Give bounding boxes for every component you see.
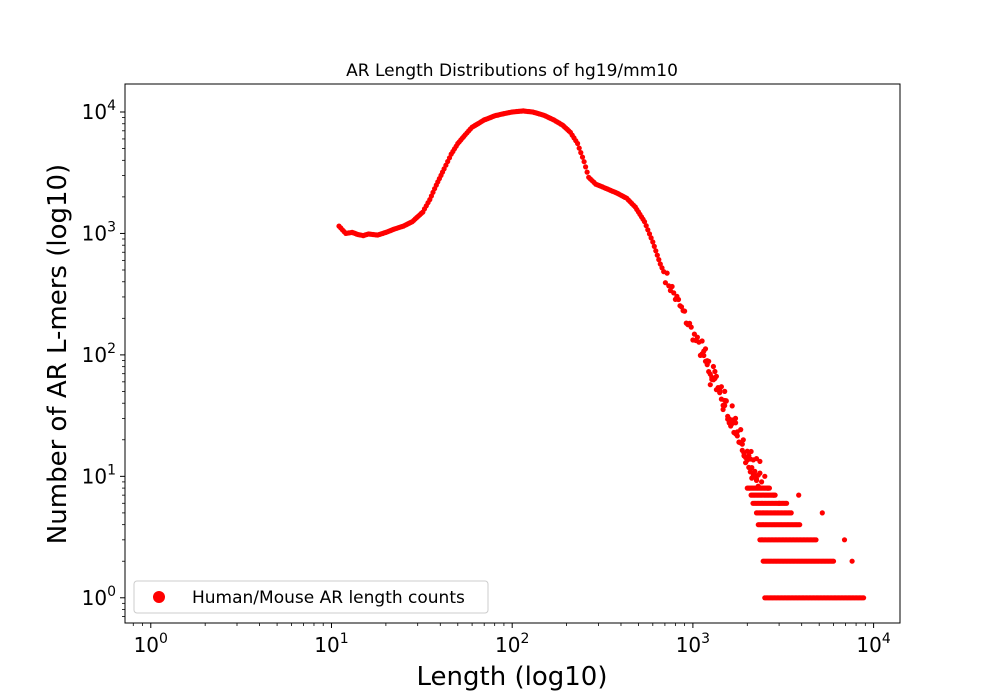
data-point xyxy=(797,522,803,528)
legend-label: Human/Mouse AR length counts xyxy=(192,588,465,608)
legend-box xyxy=(133,580,489,614)
x-tick-label: 103 xyxy=(676,631,710,657)
legend: Human/Mouse AR length counts xyxy=(133,580,489,614)
data-point xyxy=(688,324,694,330)
data-point xyxy=(796,492,802,498)
data-point xyxy=(584,169,590,175)
x-tick-label: 101 xyxy=(314,631,348,657)
data-point xyxy=(664,270,670,276)
data-point xyxy=(841,537,848,543)
data-point xyxy=(762,473,768,479)
data-point xyxy=(701,352,707,359)
data-point xyxy=(662,280,669,286)
data-point xyxy=(739,441,745,447)
data-point xyxy=(653,248,659,254)
data-point xyxy=(738,427,744,433)
data-point xyxy=(654,252,660,258)
data-point xyxy=(734,433,740,439)
x-axis-title: Length (log10) xyxy=(417,662,608,692)
data-point xyxy=(722,388,728,394)
y-tick-label: 102 xyxy=(82,341,116,367)
data-point xyxy=(656,257,662,263)
data-point xyxy=(849,558,855,564)
data-point xyxy=(861,595,867,601)
chart-title: AR Length Distributions of hg19/mm10 xyxy=(346,61,678,81)
data-point xyxy=(729,403,735,409)
data-point xyxy=(702,346,709,352)
data-point xyxy=(707,382,713,388)
data-points xyxy=(336,108,867,601)
y-tick-label: 103 xyxy=(82,219,116,245)
data-point xyxy=(784,500,790,506)
y-tick-label: 100 xyxy=(82,584,116,610)
data-point xyxy=(819,510,825,516)
data-point xyxy=(710,363,717,370)
x-tick-label: 100 xyxy=(134,631,168,657)
data-point xyxy=(669,283,675,290)
axis-ticks: 100 101 102 103 104 100 101 102 103 104 xyxy=(82,98,891,657)
x-tick-label: 102 xyxy=(495,631,529,657)
data-point xyxy=(694,334,701,340)
data-point xyxy=(575,140,581,147)
data-point xyxy=(753,476,760,482)
data-point xyxy=(675,296,682,303)
legend-marker xyxy=(153,591,165,603)
data-point xyxy=(749,465,755,471)
data-point xyxy=(752,468,758,474)
data-point xyxy=(813,537,819,543)
y-axis-title: Number of AR L-mers (log10) xyxy=(43,164,73,544)
data-point xyxy=(733,420,739,426)
data-point xyxy=(757,470,763,476)
data-point xyxy=(699,338,705,344)
x-tick-label: 104 xyxy=(856,631,890,657)
data-point xyxy=(722,402,728,409)
data-point xyxy=(720,406,726,413)
data-point xyxy=(682,308,688,314)
data-point xyxy=(671,290,677,296)
data-point xyxy=(744,448,750,454)
data-point xyxy=(643,223,649,229)
data-point xyxy=(651,243,657,249)
data-point xyxy=(576,145,582,151)
data-point xyxy=(748,448,754,455)
data-point xyxy=(706,358,712,364)
y-tick-label: 101 xyxy=(82,462,116,488)
data-point xyxy=(712,368,718,375)
data-point xyxy=(650,239,656,245)
data-point xyxy=(740,437,746,443)
data-point xyxy=(753,456,760,462)
y-tick-label: 104 xyxy=(82,98,116,124)
data-point xyxy=(718,384,725,390)
data-point xyxy=(648,235,654,241)
data-point xyxy=(713,373,720,379)
data-point xyxy=(732,415,739,421)
data-point xyxy=(583,164,589,170)
data-point xyxy=(772,492,778,498)
data-point xyxy=(830,558,837,564)
data-point xyxy=(641,219,648,225)
data-point xyxy=(645,227,651,233)
data-point xyxy=(646,231,653,237)
data-point xyxy=(579,154,586,160)
data-point xyxy=(578,150,584,156)
data-point xyxy=(788,510,794,516)
data-point xyxy=(766,485,773,491)
data-point xyxy=(759,479,765,485)
data-point xyxy=(581,159,587,165)
data-point xyxy=(723,398,729,404)
